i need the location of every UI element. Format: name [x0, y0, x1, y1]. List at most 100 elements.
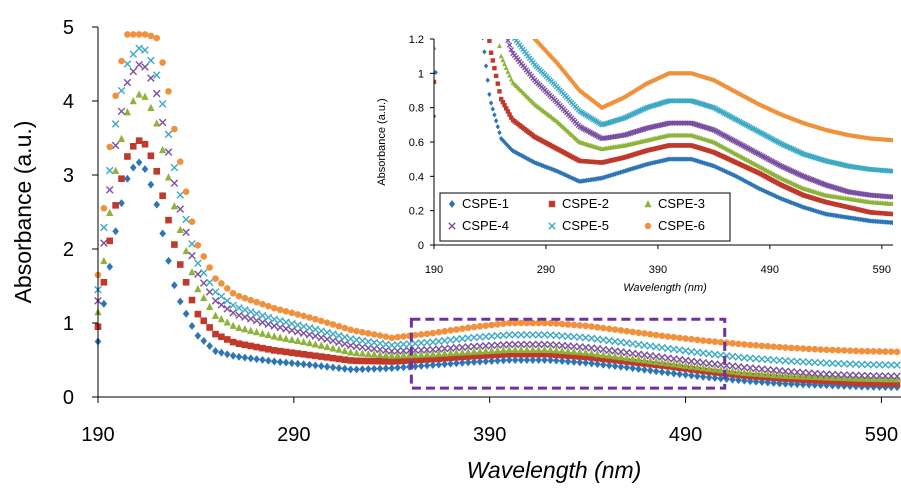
data-point [388, 358, 396, 365]
data-point [718, 166, 724, 173]
data-point [594, 360, 601, 369]
data-point [535, 345, 543, 353]
data-point [558, 332, 566, 340]
data-point [282, 318, 290, 326]
data-point [434, 113, 437, 119]
data-point [135, 60, 143, 69]
data-point [681, 356, 690, 365]
legend-marker [548, 200, 556, 208]
data-point [182, 188, 190, 195]
data-point [852, 371, 860, 380]
data-point [288, 309, 296, 317]
data-point [734, 367, 743, 376]
data-point [487, 332, 496, 340]
data-point [352, 348, 361, 357]
data-point [723, 169, 729, 175]
data-point [729, 375, 736, 384]
data-point [699, 363, 707, 372]
data-point [329, 321, 337, 328]
data-point [417, 356, 425, 364]
data-point [147, 32, 155, 40]
data-point [681, 346, 690, 355]
data-point [670, 345, 678, 353]
data-point [504, 106, 509, 111]
data-point [787, 367, 796, 376]
data-point [508, 76, 514, 82]
inset-y-tick-label: 0.8 [409, 103, 424, 115]
data-point [323, 319, 331, 327]
data-point [558, 320, 566, 328]
data-point [441, 327, 448, 335]
data-point [188, 251, 196, 260]
data-point [529, 356, 537, 364]
inset-y-tick-label: 1.2 [409, 34, 424, 46]
legend-label: CSPE-5 [562, 218, 609, 233]
data-point [323, 328, 331, 337]
data-point [593, 335, 602, 343]
data-point [742, 178, 747, 184]
data-point [393, 340, 402, 349]
data-point [294, 350, 302, 357]
data-point [270, 322, 279, 330]
data-point [752, 354, 760, 363]
data-point [887, 380, 895, 387]
data-point [211, 297, 220, 305]
data-point [417, 339, 425, 347]
data-point [793, 368, 801, 376]
data-point [488, 50, 494, 55]
data-point [505, 350, 513, 358]
data-point [129, 97, 137, 105]
data-point [840, 359, 848, 368]
data-point [476, 323, 484, 330]
data-point [744, 179, 749, 185]
data-point [434, 345, 443, 353]
inset-series-cspe-2 [434, 39, 893, 217]
data-point [510, 148, 516, 154]
data-point [305, 324, 314, 332]
data-point [211, 311, 220, 319]
data-point [141, 92, 149, 100]
data-point [429, 345, 437, 354]
data-point [370, 338, 378, 347]
data-point [176, 205, 185, 213]
data-point [694, 372, 701, 381]
data-point [822, 370, 831, 379]
data-point [218, 348, 225, 357]
data-point [745, 180, 751, 186]
data-point [758, 342, 766, 350]
data-point [511, 331, 519, 339]
data-point [805, 372, 813, 380]
data-point [828, 359, 837, 368]
data-point [170, 179, 179, 187]
data-point [435, 360, 443, 369]
data-point [265, 345, 272, 353]
data-point [458, 343, 467, 352]
legend-marker [448, 200, 456, 208]
data-point [346, 341, 355, 350]
data-point [129, 163, 137, 172]
data-point [676, 370, 683, 379]
data-point [641, 365, 648, 374]
data-point [811, 376, 819, 384]
data-point [775, 371, 784, 379]
data-point [889, 194, 893, 200]
data-point [188, 218, 196, 225]
data-point [247, 354, 255, 363]
data-point [153, 34, 161, 42]
data-point [664, 333, 672, 340]
inset-y-tick-label: 0.2 [409, 206, 424, 218]
data-point [423, 345, 431, 354]
data-point [829, 346, 836, 354]
data-point [717, 374, 725, 383]
main-series-cspe-5 [94, 44, 901, 369]
data-point [529, 331, 537, 339]
data-point [840, 371, 848, 379]
data-point [517, 319, 525, 327]
inset-series-cspe-3 [434, 43, 893, 206]
data-point [300, 312, 307, 320]
data-point [593, 349, 602, 358]
data-point [605, 346, 613, 355]
data-point [541, 356, 548, 364]
data-point [393, 347, 402, 355]
data-point [775, 356, 784, 365]
